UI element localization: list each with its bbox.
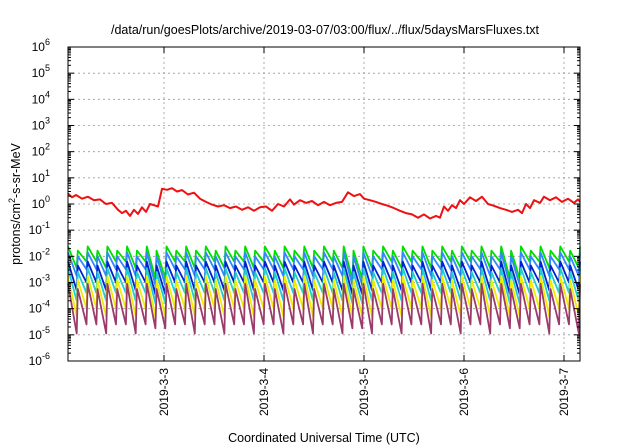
y-tick-label: 101: [32, 168, 50, 185]
y-axis-label: protons/cm2-s-sr-MeV: [7, 142, 23, 264]
x-axis-label: Coordinated Universal Time (UTC): [228, 431, 420, 445]
y-tick-label: 10-6: [29, 351, 50, 368]
y-axis-ticks: 10-6 10-5 10-4 10-3 10-2 10-1 100 101 102 103 104 1…: [29, 37, 580, 368]
y-tick-label: 10-2: [29, 246, 50, 263]
y-tick-label: 10-3: [29, 273, 50, 290]
series-group: [67, 187, 581, 335]
x-tick-label: 2019-3-7: [557, 368, 571, 416]
y-tick-label: 100: [32, 194, 50, 211]
x-tick-label: 2019-3-5: [357, 368, 371, 416]
y-tick-label: 105: [32, 63, 50, 80]
y-tick-label: 10-1: [29, 220, 50, 237]
series-line-7: [67, 282, 581, 335]
y-tick-label: 104: [32, 89, 50, 106]
x-tick-label: 2019-3-3: [157, 368, 171, 416]
y-tick-label: 10-5: [29, 325, 50, 342]
y-tick-label: 102: [32, 142, 50, 159]
chart-title: /data/run/goesPlots/archive/2019-03-07/0…: [111, 23, 540, 37]
y-tick-label: 103: [32, 116, 50, 133]
series-line-1: [67, 187, 581, 220]
y-tick-label: 106: [32, 37, 50, 54]
x-tick-label: 2019-3-4: [257, 368, 271, 416]
x-axis-ticks: 2019-3-3 2019-3-4 2019-3-5 2019-3-6 2019-3-7: [157, 47, 571, 416]
y-tick-label: 10-4: [29, 299, 50, 316]
x-tick-label: 2019-3-6: [457, 368, 471, 416]
